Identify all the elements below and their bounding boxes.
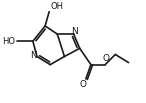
Text: N: N	[30, 51, 37, 60]
Text: N: N	[71, 27, 78, 36]
Text: O: O	[80, 80, 87, 89]
Text: HO: HO	[3, 37, 16, 46]
Text: O: O	[102, 54, 109, 63]
Text: OH: OH	[50, 2, 63, 11]
